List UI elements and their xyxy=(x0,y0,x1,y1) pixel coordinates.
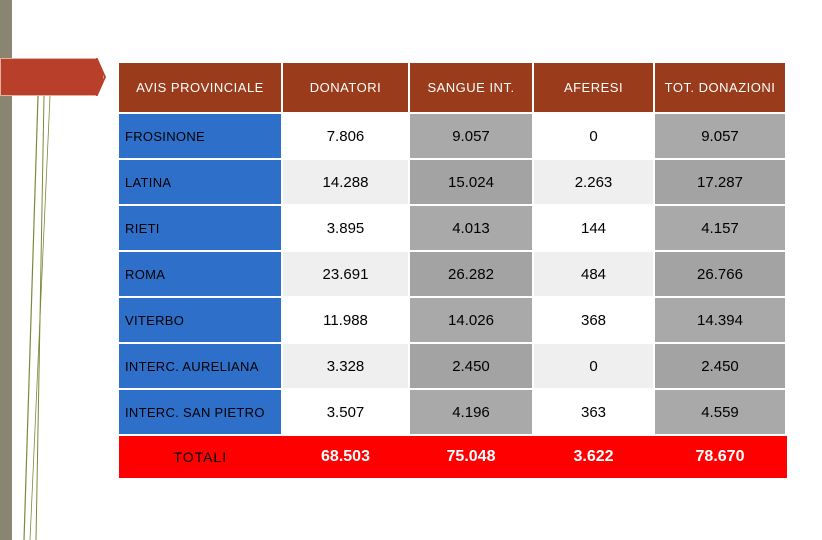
table-row: ROMA 23.691 26.282 484 26.766 xyxy=(119,251,787,298)
table-row: RIETI 3.895 4.013 144 4.157 xyxy=(119,205,787,252)
left-decor-bar xyxy=(0,0,12,540)
sangue-cell: 14.026 xyxy=(409,297,534,344)
header-donatori: DONATORI xyxy=(282,63,410,114)
aferesi-cell: 2.263 xyxy=(533,159,655,206)
total-totale: 78.670 xyxy=(654,435,787,480)
total-aferesi: 3.622 xyxy=(533,435,655,480)
aferesi-cell: 368 xyxy=(533,297,655,344)
aferesi-cell: 144 xyxy=(533,205,655,252)
aferesi-cell: 484 xyxy=(533,251,655,298)
totale-cell: 2.450 xyxy=(654,343,787,390)
donatori-cell: 14.288 xyxy=(282,159,410,206)
sangue-cell: 4.013 xyxy=(409,205,534,252)
province-name: INTERC. AURELIANA xyxy=(119,343,283,390)
province-name: LATINA xyxy=(119,159,283,206)
province-name: VITERBO xyxy=(119,297,283,344)
sangue-cell: 26.282 xyxy=(409,251,534,298)
sangue-cell: 15.024 xyxy=(409,159,534,206)
aferesi-cell: 0 xyxy=(533,343,655,390)
table-row: INTERC. SAN PIETRO 3.507 4.196 363 4.559 xyxy=(119,389,787,436)
totale-cell: 4.157 xyxy=(654,205,787,252)
header-sangue-int: SANGUE INT. xyxy=(409,63,534,114)
province-name: FROSINONE xyxy=(119,113,283,160)
total-sangue: 75.048 xyxy=(409,435,534,480)
accent-tab-outline xyxy=(0,58,104,96)
sangue-cell: 2.450 xyxy=(409,343,534,390)
donatori-cell: 3.507 xyxy=(282,389,410,436)
donatori-cell: 3.328 xyxy=(282,343,410,390)
totale-cell: 14.394 xyxy=(654,297,787,344)
header-tot-donazioni: TOT. DONAZIONI xyxy=(654,63,787,114)
totale-cell: 9.057 xyxy=(654,113,787,160)
province-name: RIETI xyxy=(119,205,283,252)
donations-table: AVIS PROVINCIALE DONATORI SANGUE INT. AF… xyxy=(119,63,787,480)
decorative-lines xyxy=(23,95,51,540)
table-row: FROSINONE 7.806 9.057 0 9.057 xyxy=(119,113,787,160)
table-row: INTERC. AURELIANA 3.328 2.450 0 2.450 xyxy=(119,343,787,390)
header-avis-provinciale: AVIS PROVINCIALE xyxy=(119,63,283,114)
table-row: VITERBO 11.988 14.026 368 14.394 xyxy=(119,297,787,344)
header-aferesi: AFERESI xyxy=(533,63,655,114)
table-row: LATINA 14.288 15.024 2.263 17.287 xyxy=(119,159,787,206)
sangue-cell: 4.196 xyxy=(409,389,534,436)
totale-cell: 17.287 xyxy=(654,159,787,206)
accent-tab xyxy=(0,58,106,96)
totale-cell: 4.559 xyxy=(654,389,787,436)
donatori-cell: 7.806 xyxy=(282,113,410,160)
province-name: INTERC. SAN PIETRO xyxy=(119,389,283,436)
total-label: TOTALI xyxy=(119,435,283,480)
province-name: ROMA xyxy=(119,251,283,298)
sangue-cell: 9.057 xyxy=(409,113,534,160)
aferesi-cell: 0 xyxy=(533,113,655,160)
totale-cell: 26.766 xyxy=(654,251,787,298)
donatori-cell: 3.895 xyxy=(282,205,410,252)
aferesi-cell: 363 xyxy=(533,389,655,436)
table-total-row: TOTALI 68.503 75.048 3.622 78.670 xyxy=(119,435,787,480)
total-donatori: 68.503 xyxy=(282,435,410,480)
donatori-cell: 23.691 xyxy=(282,251,410,298)
donatori-cell: 11.988 xyxy=(282,297,410,344)
table-header-row: AVIS PROVINCIALE DONATORI SANGUE INT. AF… xyxy=(119,63,787,114)
